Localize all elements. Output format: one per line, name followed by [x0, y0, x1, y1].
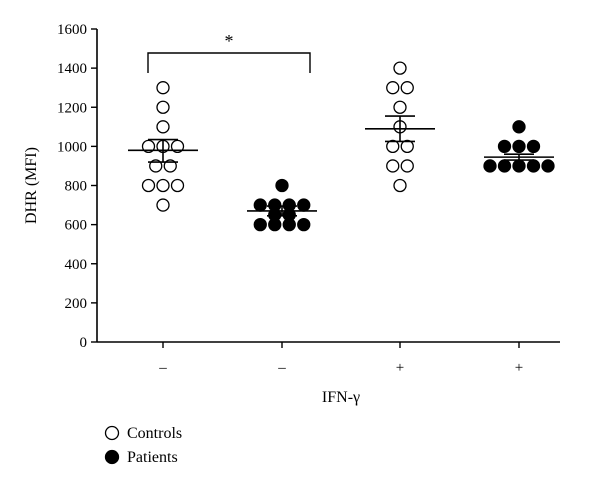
control-point [141, 139, 156, 154]
patient-point [297, 198, 311, 212]
patient-point [253, 217, 267, 232]
y-axis-label: DHR (MFI) [23, 147, 40, 224]
control-point [393, 178, 407, 193]
x-axis-label: IFN-γ [322, 389, 360, 406]
significance-marker: * [225, 31, 234, 51]
control-point [400, 81, 414, 95]
x-tick-label: – [277, 360, 286, 376]
legend-patients-marker [104, 449, 120, 465]
control-point [163, 159, 177, 173]
x-ticks: – – + + [158, 342, 523, 376]
patient-point [526, 159, 541, 173]
y-tick-label: 600 [65, 218, 88, 234]
control-point [156, 120, 170, 134]
control-point [170, 139, 185, 154]
patient-point [497, 159, 512, 173]
control-point [386, 159, 400, 173]
patient-point [253, 198, 267, 212]
control-point [149, 159, 163, 173]
mean-sem-bars [128, 115, 554, 217]
y-tick-label: 400 [65, 257, 88, 273]
control-point [393, 61, 407, 75]
patient-point [541, 159, 555, 173]
control-point [386, 81, 400, 95]
patient-point [526, 139, 541, 154]
y-ticks: 0 200 400 600 800 1000 1200 1400 1600 [57, 22, 97, 351]
patient-point [497, 139, 512, 154]
control-point [156, 198, 170, 212]
y-tick-label: 1600 [57, 22, 87, 38]
patient-point [512, 120, 526, 134]
patient-point [275, 178, 289, 193]
legend-label: Controls [127, 425, 182, 442]
legend-controls-marker [104, 425, 120, 441]
data-points [141, 61, 555, 232]
patient-point [297, 217, 311, 232]
legend: Controls Patients [104, 425, 182, 466]
patient-point [512, 159, 526, 173]
patient-point [483, 159, 497, 173]
y-tick-label: 1200 [57, 100, 87, 116]
legend-label: Patients [127, 449, 178, 466]
patient-point [268, 198, 282, 212]
y-tick-label: 1000 [57, 139, 87, 155]
control-point [156, 178, 170, 193]
y-tick-label: 0 [80, 335, 88, 351]
patient-point [282, 198, 296, 212]
control-point [141, 178, 156, 193]
y-tick-label: 200 [65, 296, 88, 312]
x-tick-label: – [158, 360, 167, 376]
control-point [386, 139, 400, 154]
control-point [156, 81, 170, 95]
control-point [156, 100, 170, 114]
x-tick-label: + [515, 360, 523, 376]
significance-bracket-line [147, 52, 311, 73]
significance-bracket: * [147, 31, 311, 73]
patient-point [512, 139, 526, 154]
x-axis: – – + + [97, 341, 560, 376]
y-tick-label: 800 [65, 179, 88, 195]
control-point [170, 178, 185, 193]
control-point [400, 159, 414, 173]
y-axis: 0 200 400 600 800 1000 1200 1400 1600 [57, 22, 98, 351]
control-point [400, 139, 414, 154]
x-tick-label: + [396, 360, 404, 376]
control-point [393, 100, 407, 114]
y-tick-label: 1400 [57, 61, 87, 77]
